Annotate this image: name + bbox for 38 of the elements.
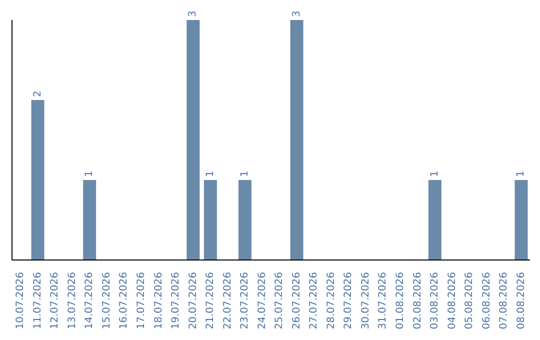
x-tick-label: 30.07.2026 (360, 272, 372, 330)
x-tick-label: 15.07.2026 (101, 272, 112, 330)
data-label: 2 (32, 90, 44, 97)
x-tick-label: 08.08.2026 (516, 272, 527, 330)
x-tick-label: 28.07.2026 (326, 272, 337, 330)
x-tick-label: 25.07.2026 (274, 272, 286, 330)
x-tick-label: 19.07.2026 (170, 272, 182, 330)
x-tick-label: 13.07.2026 (66, 272, 78, 330)
x-tick-label: 12.07.2026 (50, 272, 61, 330)
x-tick-label: 24.07.2026 (256, 272, 268, 330)
x-tick-label: 05.08.2026 (464, 272, 476, 330)
data-label: 1 (204, 170, 216, 177)
x-tick-label: 27.07.2026 (308, 272, 320, 330)
x-tick-label: 22.07.2026 (222, 272, 234, 330)
x-tick-label: 01.08.2026 (395, 272, 406, 330)
data-label: 3 (188, 10, 199, 17)
data-label: 1 (239, 170, 250, 177)
x-tick-label: 06.08.2026 (481, 272, 492, 330)
data-label: 3 (291, 10, 302, 17)
x-tick-label: 03.08.2026 (430, 272, 441, 330)
data-label: 1 (516, 170, 527, 177)
data-label: 1 (429, 170, 440, 177)
x-tick-label: 18.07.2026 (153, 272, 164, 330)
data-label: 1 (84, 170, 96, 177)
x-tick-label: 17.07.2026 (136, 272, 147, 330)
x-tick-label: 26.07.2026 (291, 272, 302, 330)
x-tick-label: 21.07.2026 (205, 272, 216, 330)
x-tick-label: 20.07.2026 (188, 272, 199, 330)
x-tick-label: 02.08.2026 (412, 272, 424, 330)
x-tick-label: 31.07.2026 (378, 272, 389, 330)
x-tick-label: 16.07.2026 (118, 272, 130, 330)
x-tick-label: 04.08.2026 (446, 272, 458, 330)
x-tick-label: 11.07.2026 (32, 272, 44, 330)
x-tick-label: 29.07.2026 (343, 272, 354, 330)
x-tick-label: 07.08.2026 (498, 272, 510, 330)
x-tick-label: 23.07.2026 (240, 272, 251, 330)
x-tick-label: 14.07.2026 (84, 272, 96, 330)
x-tick-label: 10.07.2026 (15, 272, 26, 330)
